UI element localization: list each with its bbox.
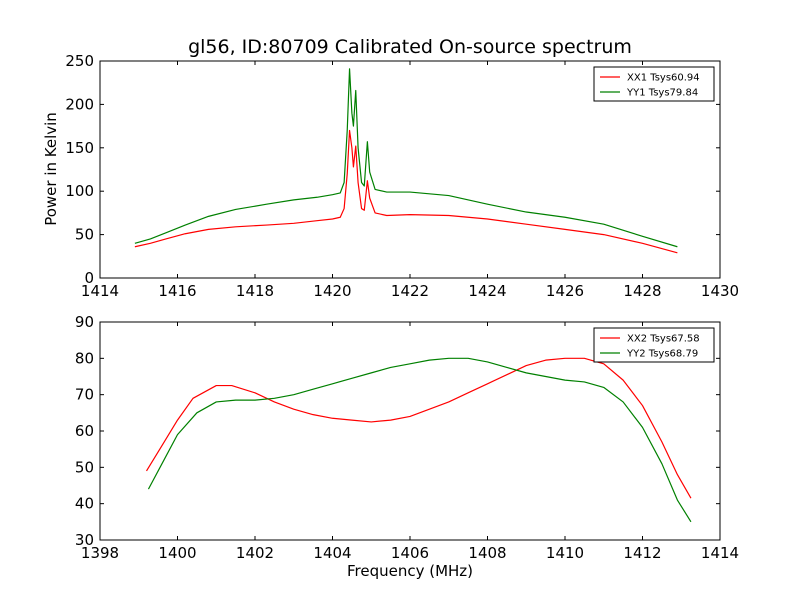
x-tick-label: 1404 (313, 544, 351, 562)
legend-label: XX1 Tsys60.94 (627, 73, 700, 84)
legend-label: YY2 Tsys68.79 (626, 349, 698, 360)
x-tick-label: 1418 (236, 282, 274, 300)
x-tick-label: 1408 (468, 544, 506, 562)
x-tick-label: 1420 (313, 282, 351, 300)
x-tick-label: 1398 (81, 544, 119, 562)
series-line-xx (145, 357, 692, 499)
y-tick-label: 50 (75, 458, 94, 476)
y-tick-label: 50 (75, 226, 94, 244)
x-tick-label: 1400 (158, 544, 196, 562)
x-tick-label: 1424 (468, 282, 506, 300)
x-tick-label: 1412 (623, 544, 661, 562)
series-line-yy (147, 357, 692, 523)
x-tick-label: 1410 (546, 544, 584, 562)
y-axis-label: Power in Kelvin (42, 112, 60, 226)
figure-title: gl56, ID:80709 Calibrated On-source spec… (188, 36, 632, 58)
y-tick-label: 60 (75, 422, 94, 440)
y-tick-label: 250 (65, 52, 94, 70)
x-tick-label: 1422 (391, 282, 429, 300)
legend: XX2 Tsys67.58 YY2 Tsys68.79 (593, 327, 715, 363)
x-tick-label: 1406 (391, 544, 429, 562)
x-tick-label: 1430 (701, 282, 739, 300)
y-tick-label: 80 (75, 349, 94, 367)
y-tick-label: 70 (75, 386, 94, 404)
legend-label: YY1 Tsys79.84 (626, 88, 698, 99)
y-tick-label: 100 (65, 182, 94, 200)
legend-label: XX2 Tsys67.58 (627, 334, 700, 345)
series-line-xx (134, 129, 678, 254)
y-tick-label: 30 (75, 531, 94, 549)
x-tick-label: 1416 (158, 282, 196, 300)
y-tick-label: 150 (65, 139, 94, 157)
y-tick-label: 0 (84, 269, 94, 287)
y-tick-label: 200 (65, 95, 94, 113)
x-tick-label: 1414 (701, 544, 739, 562)
x-tick-label: 1414 (81, 282, 119, 300)
bottom-spectrum-panel: 1398 1400 1402 1404 1406 1408 1410 1412 1414 30 40… (75, 313, 739, 562)
x-axis-label: Frequency (MHz) (347, 562, 473, 580)
y-tick-label: 90 (75, 313, 94, 331)
x-tick-label: 1426 (546, 282, 584, 300)
series-line-yy (134, 68, 678, 248)
x-tick-label: 1402 (236, 544, 274, 562)
x-tick-label: 1428 (623, 282, 661, 300)
legend: XX1 Tsys60.94 YY1 Tsys79.84 (593, 66, 715, 102)
legend-box (593, 327, 715, 363)
legend-box (593, 66, 715, 102)
y-tick-label: 40 (75, 495, 94, 513)
top-spectrum-panel: 1414 1416 1418 1420 1422 1424 1426 1428 1430 0 50 1… (65, 52, 739, 300)
